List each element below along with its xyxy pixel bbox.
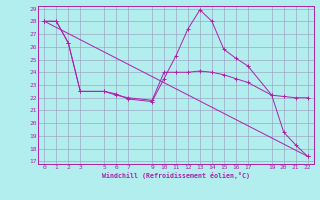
X-axis label: Windchill (Refroidissement éolien,°C): Windchill (Refroidissement éolien,°C): [102, 172, 250, 179]
